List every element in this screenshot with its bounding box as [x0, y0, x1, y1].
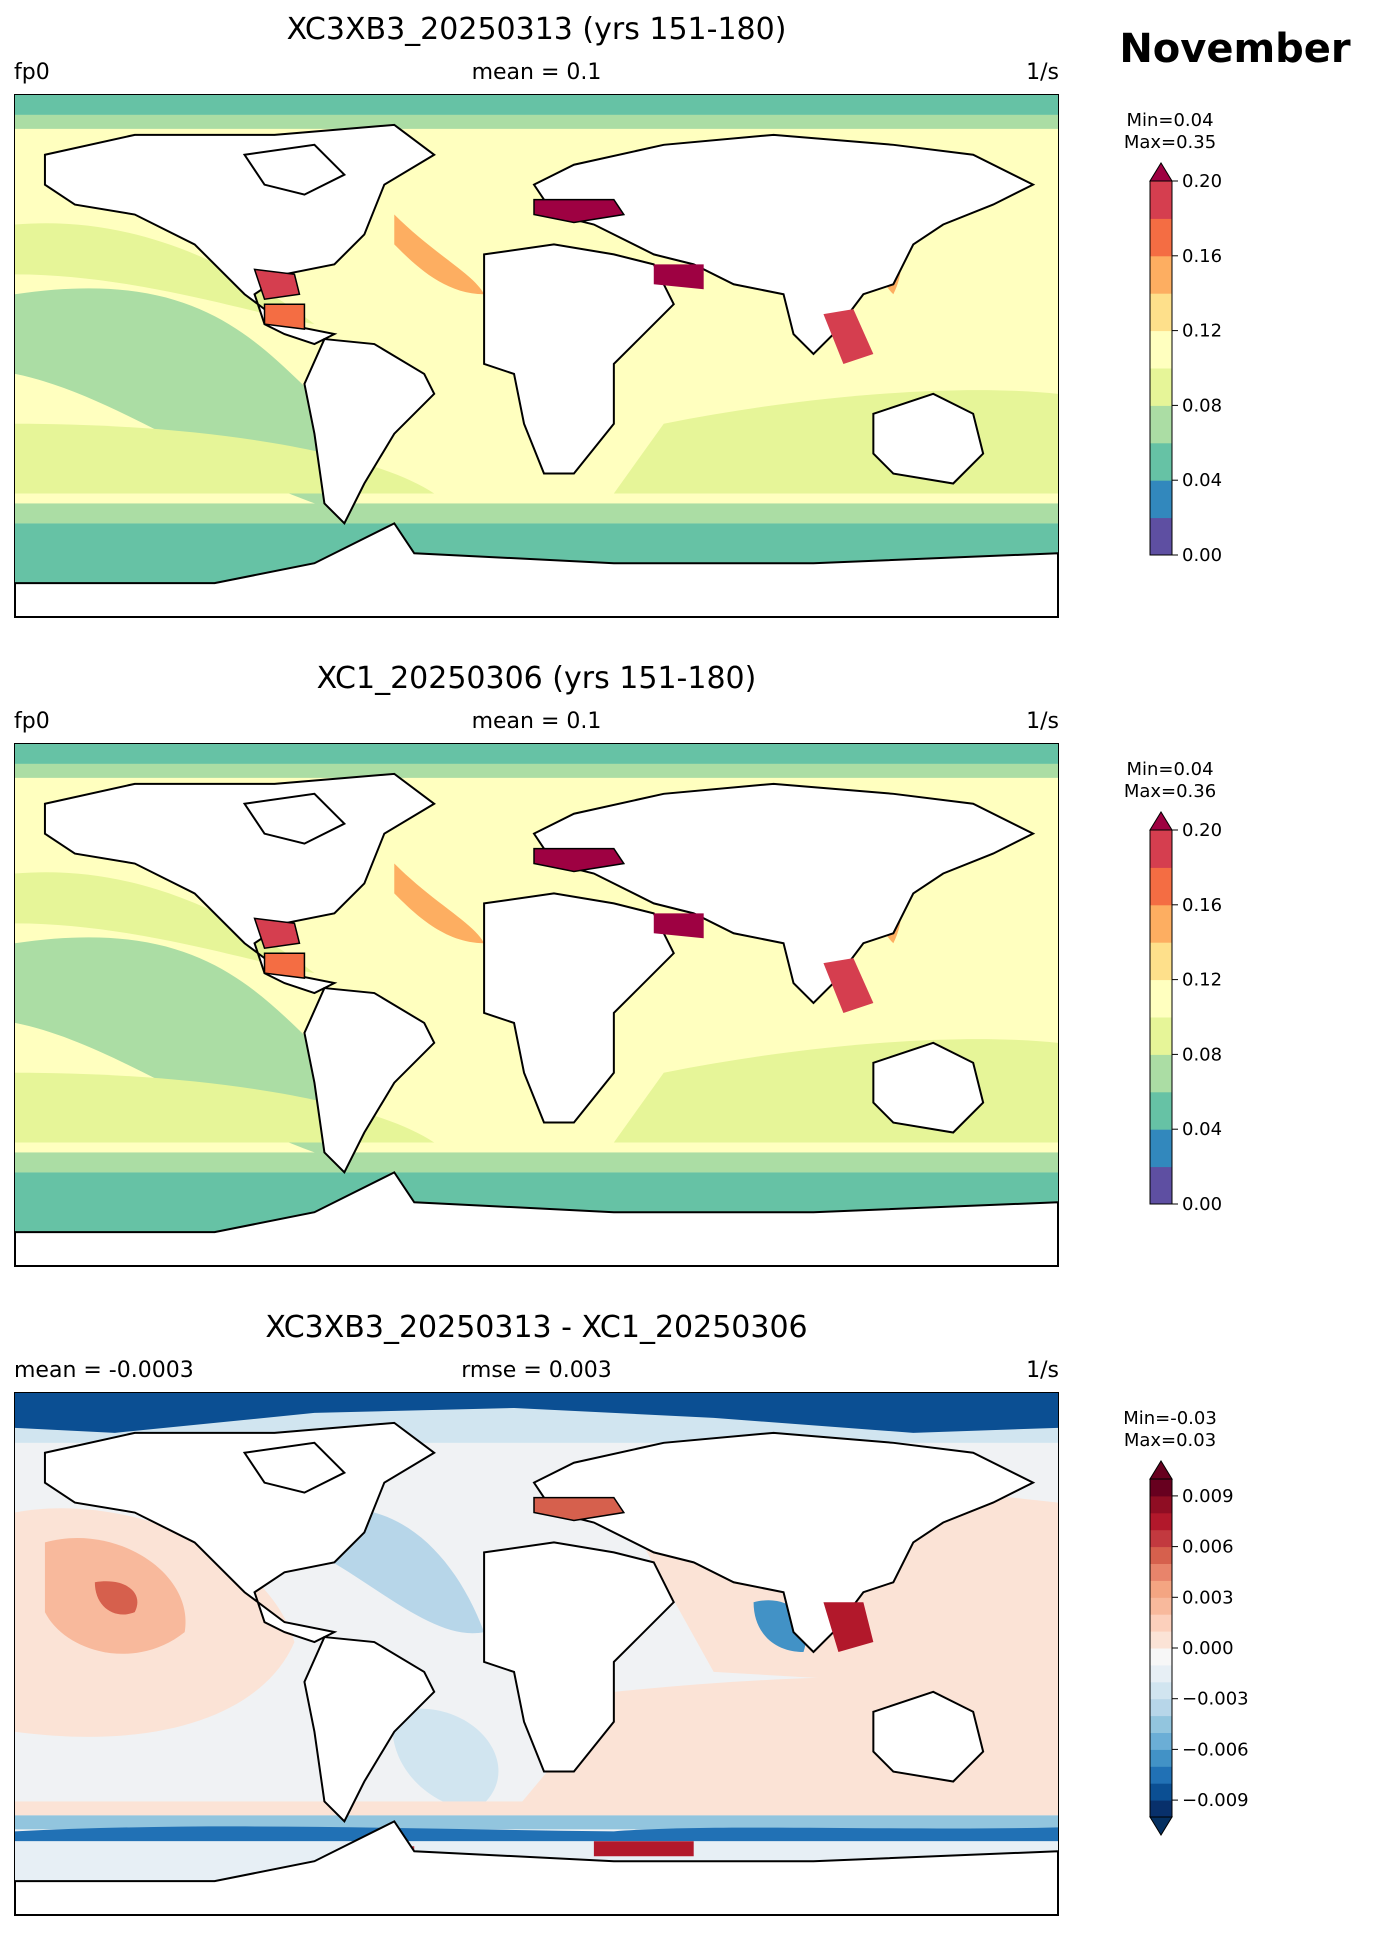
panel-1-variable-label: fp0	[14, 60, 50, 85]
panel-3-min: Min=-0.03	[1123, 1408, 1217, 1429]
panel-3-mean-label: mean = -0.0003	[14, 1358, 194, 1383]
colorbar-segment	[1150, 1715, 1172, 1733]
panel-1-min: Min=0.04	[1126, 110, 1214, 131]
colorbar-tick-label: 0.006	[1182, 1537, 1234, 1558]
colorbar-segment	[1150, 1631, 1172, 1649]
colorbar-tick-label: 0.20	[1182, 171, 1222, 192]
colorbar-segment	[1150, 1054, 1172, 1093]
colorbar-segment	[1150, 1597, 1172, 1615]
panel-2-variable-label: fp0	[14, 709, 50, 734]
colorbar-segment	[1150, 867, 1172, 906]
colorbar-tick-label: 0.08	[1182, 395, 1222, 416]
colorbar-tick-label: 0.20	[1182, 820, 1222, 841]
colorbar-frame	[1149, 829, 1173, 1205]
colorbar-segment	[1150, 1614, 1172, 1632]
colorbar-segment	[1150, 830, 1172, 868]
colorbar-segment	[1150, 904, 1172, 943]
colorbar-segment	[1150, 181, 1172, 219]
colorbar-segment	[1150, 1129, 1172, 1168]
colorbar-segment	[1150, 1648, 1172, 1666]
colorbar-extend-min	[1149, 1816, 1173, 1836]
colorbar-segment	[1150, 1512, 1172, 1531]
month-title: November	[1119, 26, 1351, 72]
colorbar-segment	[1150, 330, 1172, 369]
panel-2-min: Min=0.04	[1126, 759, 1214, 780]
colorbar-segment	[1150, 480, 1172, 519]
colorbar-tick-label: 0.009	[1182, 1486, 1234, 1507]
colorbar-tick-label: 0.04	[1182, 470, 1222, 491]
colorbar-segment	[1150, 218, 1172, 257]
panel-1-minmax: Min=0.04 Max=0.35	[1090, 110, 1250, 154]
colorbar-segment	[1150, 1546, 1172, 1564]
panel-1-units-label: 1/s	[1026, 60, 1059, 85]
colorbar-segment	[1150, 1681, 1172, 1700]
colorbar-tick-label: 0.16	[1182, 895, 1222, 916]
colorbar-tick-label: 0.04	[1182, 1119, 1222, 1140]
colorbar-segment	[1150, 442, 1172, 481]
panel-1-title: XC3XB3_20250313 (yrs 151-180)	[286, 12, 787, 47]
colorbar-segment	[1150, 1783, 1172, 1801]
panel-2-colorbar: 0.00 0.04 0.08 0.12 0.16 0.20	[1149, 811, 1222, 1215]
panel-2-mean-label: mean = 0.1	[471, 709, 602, 734]
colorbar-tick-label: 0.003	[1182, 1587, 1234, 1608]
colorbar-segment	[1150, 255, 1172, 294]
panel-1-colorbar: 0.00 0.04 0.08 0.12 0.16 0.20	[1149, 162, 1222, 566]
colorbar-segment	[1150, 368, 1172, 406]
colorbar-tick-label: 0.000	[1182, 1638, 1234, 1659]
colorbar-segment	[1150, 1563, 1172, 1581]
colorbar-segment	[1150, 942, 1172, 981]
panel-2-title: XC1_20250306 (yrs 151-180)	[316, 661, 757, 696]
panel-1-mean-label: mean = 0.1	[471, 60, 602, 85]
colorbar-tick-label: 0.12	[1182, 970, 1222, 991]
colorbar-segment	[1150, 1698, 1172, 1717]
colorbar-segment	[1150, 1166, 1172, 1205]
colorbar-segment	[1150, 1749, 1172, 1767]
colorbar-segment	[1150, 1800, 1172, 1818]
colorbar-segment	[1150, 1017, 1172, 1055]
colorbar-segment	[1150, 1091, 1172, 1130]
panel-3-max: Max=0.03	[1123, 1430, 1217, 1451]
panel-2-minmax: Min=0.04 Max=0.36	[1090, 759, 1250, 803]
colorbar-segment	[1150, 1766, 1172, 1784]
colorbar-segment	[1150, 1664, 1172, 1683]
colorbar-tick-label: 0.00	[1182, 1194, 1222, 1215]
colorbar-segment	[1150, 979, 1172, 1018]
panel-3-units-label: 1/s	[1026, 1358, 1059, 1383]
colorbar-tick-label: −0.006	[1182, 1739, 1249, 1760]
panel-1-max: Max=0.35	[1123, 132, 1217, 153]
colorbar-segment	[1150, 405, 1172, 444]
panel-3-title: XC3XB3_20250313 - XC1_20250306	[265, 1310, 808, 1345]
panel-3-minmax: Min=-0.03 Max=0.03	[1090, 1408, 1250, 1452]
colorbar-segment	[1150, 1529, 1172, 1548]
colorbar-segment	[1150, 517, 1172, 556]
colorbar-tick-label: 0.00	[1182, 545, 1222, 566]
panel-2-map	[14, 743, 1059, 1267]
colorbar-segment	[1150, 1732, 1172, 1750]
colorbar-tick-label: 0.12	[1182, 321, 1222, 342]
colorbar-extend-max	[1149, 811, 1173, 831]
colorbar-tick-label: −0.009	[1182, 1790, 1249, 1811]
colorbar-extend-max	[1149, 162, 1173, 182]
colorbar-tick-label: 0.08	[1182, 1044, 1222, 1065]
colorbar-segment	[1150, 293, 1172, 332]
panel-2-max: Max=0.36	[1123, 781, 1217, 802]
colorbar-tick-label: 0.16	[1182, 246, 1222, 267]
colorbar-segment	[1150, 1495, 1172, 1514]
panel-3-colorbar: −0.009 −0.006 −0.003 0.000 0.003 0.006 0.009	[1149, 1460, 1249, 1836]
colorbar-segment	[1150, 1580, 1172, 1598]
panel-1-map	[14, 94, 1059, 618]
panel-3-rmse-label: rmse = 0.003	[461, 1358, 612, 1383]
panel-3-map	[14, 1392, 1059, 1916]
colorbar-segment	[1150, 1479, 1172, 1497]
panel-2-units-label: 1/s	[1026, 709, 1059, 734]
colorbar-tick-label: −0.003	[1182, 1689, 1249, 1710]
colorbar-extend-max	[1149, 1460, 1173, 1480]
colorbar-frame	[1149, 180, 1173, 556]
